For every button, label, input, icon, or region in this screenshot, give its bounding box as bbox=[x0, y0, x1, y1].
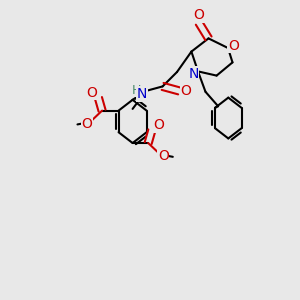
Text: N: N bbox=[137, 87, 147, 101]
Text: O: O bbox=[86, 85, 97, 100]
Text: O: O bbox=[153, 118, 164, 132]
Text: O: O bbox=[194, 8, 204, 22]
Text: O: O bbox=[82, 116, 92, 130]
Text: N: N bbox=[188, 67, 199, 81]
Text: O: O bbox=[158, 149, 169, 163]
Text: O: O bbox=[228, 39, 239, 52]
Text: O: O bbox=[180, 84, 191, 98]
Text: H: H bbox=[132, 84, 141, 97]
